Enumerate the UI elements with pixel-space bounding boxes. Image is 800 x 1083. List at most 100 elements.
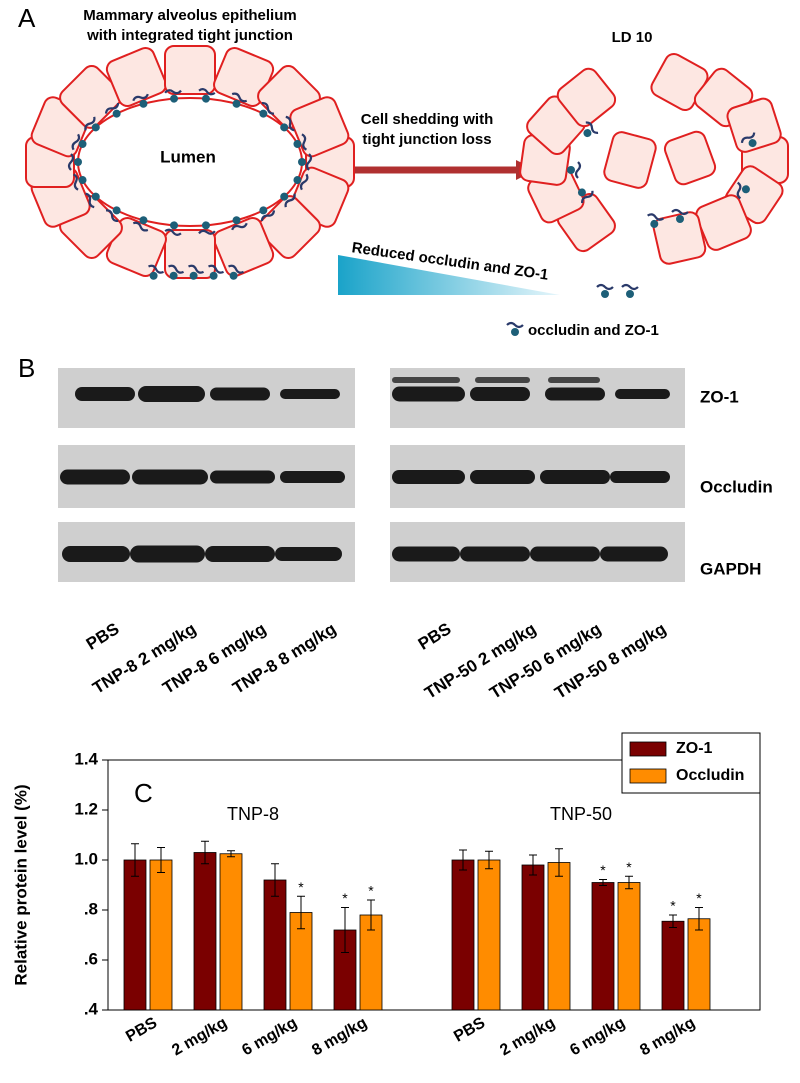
junction — [67, 153, 82, 171]
junction-strand — [260, 210, 276, 222]
row-label: ZO-1 — [700, 387, 739, 406]
legend-label: Occludin — [676, 767, 744, 784]
junction — [85, 192, 100, 209]
y-tick-label: .8 — [84, 899, 98, 918]
junction — [231, 92, 248, 108]
junction-strand — [671, 208, 689, 216]
title: Mammary alveolus epithelium — [83, 7, 296, 24]
junction-strand — [261, 101, 275, 115]
blot-band — [210, 470, 275, 484]
junction-dot — [293, 139, 302, 148]
junction — [298, 153, 313, 171]
junction-dot — [201, 221, 210, 230]
title: with integrated tight junction — [86, 27, 293, 44]
junction — [72, 173, 87, 191]
junction-dot — [149, 271, 158, 280]
junction — [293, 133, 308, 151]
junction — [164, 89, 182, 103]
junction — [647, 213, 665, 228]
junction-dot — [229, 271, 238, 280]
junction-dot — [583, 129, 592, 138]
blot-band — [460, 546, 530, 562]
lane-label: PBS — [83, 619, 123, 654]
junction-strand — [132, 93, 149, 102]
x-tick-label: 8 mg/kg — [309, 1014, 370, 1059]
junction-dot — [626, 290, 634, 298]
junction — [208, 264, 225, 280]
blot-band — [138, 386, 205, 402]
cell — [652, 211, 707, 265]
junction — [621, 283, 639, 298]
bar — [687, 918, 711, 1011]
x-tick-label: 2 mg/kg — [169, 1014, 230, 1059]
junction-strand — [621, 283, 639, 291]
junction-strand — [164, 228, 182, 236]
junction-strand — [72, 173, 79, 191]
blot-band — [275, 547, 342, 561]
junction — [198, 221, 216, 235]
blot-band — [60, 469, 130, 485]
y-tick-label: .4 — [84, 999, 99, 1018]
x-tick-label: 6 mg/kg — [567, 1014, 628, 1059]
significance: * — [696, 890, 702, 906]
blot-band — [75, 387, 135, 401]
significance: * — [626, 859, 632, 875]
bar — [521, 864, 545, 1011]
junction — [596, 283, 614, 298]
junction-strand — [85, 192, 95, 209]
blot-band — [392, 546, 460, 562]
cell — [726, 97, 782, 153]
junction — [104, 102, 121, 118]
junction — [188, 264, 205, 280]
blot-band — [132, 469, 208, 485]
bar — [591, 882, 615, 1011]
cell — [164, 45, 216, 95]
junction — [198, 88, 216, 103]
legend-swatch — [629, 741, 667, 757]
bar — [219, 853, 243, 1011]
junction — [259, 206, 276, 222]
blot-band — [392, 470, 465, 484]
row-label: GAPDH — [700, 559, 761, 578]
x-tick-label: PBS — [451, 1014, 488, 1045]
x-tick-label: 6 mg/kg — [239, 1014, 300, 1059]
blot-band — [130, 545, 205, 563]
junction — [583, 121, 599, 138]
blot-band — [540, 470, 610, 484]
arrow-label: Cell shedding with — [361, 111, 494, 128]
junction-strand — [740, 132, 756, 144]
junction-strand — [228, 264, 245, 274]
junction-dot — [577, 188, 586, 197]
blot-band — [470, 470, 535, 484]
cell — [213, 217, 275, 277]
legend-label: occludin and ZO-1 — [528, 322, 659, 339]
junction-dot — [91, 192, 100, 201]
junction-dot — [741, 185, 750, 194]
legend-swatch — [629, 768, 667, 784]
junction-strand — [581, 190, 594, 204]
junction — [293, 173, 309, 191]
junction-dot — [676, 215, 684, 223]
junction-dot — [293, 176, 302, 185]
row-label: Occludin — [700, 477, 773, 496]
significance: * — [298, 879, 304, 895]
cell — [663, 130, 717, 186]
junction — [567, 161, 582, 179]
junction — [736, 181, 750, 200]
junction-dot — [139, 99, 148, 108]
junction — [148, 264, 165, 280]
junction-strand — [208, 264, 225, 274]
western-blots — [58, 368, 685, 582]
blot-band — [548, 377, 600, 383]
junction — [132, 216, 149, 232]
blot-band — [470, 387, 530, 401]
junction-strand — [198, 88, 216, 96]
blot-band — [600, 546, 668, 562]
junction-dot — [78, 176, 87, 185]
blot-band — [392, 377, 460, 383]
junction-strand — [301, 133, 308, 151]
junction — [259, 101, 275, 118]
junction-dot — [170, 221, 179, 230]
junction-dot — [91, 123, 100, 132]
